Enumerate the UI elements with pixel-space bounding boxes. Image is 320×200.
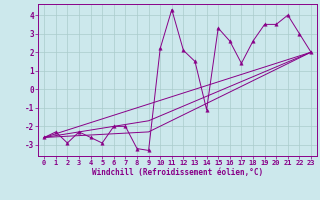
X-axis label: Windchill (Refroidissement éolien,°C): Windchill (Refroidissement éolien,°C) [92,168,263,177]
